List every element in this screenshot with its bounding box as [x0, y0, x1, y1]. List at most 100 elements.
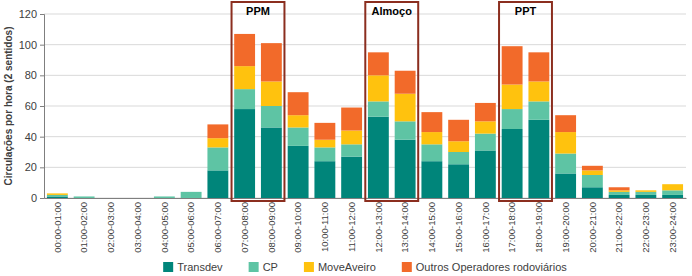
tick-label: 11:00-12:00	[346, 202, 357, 252]
bar-segment	[635, 192, 656, 195]
legend-item: CP	[249, 261, 278, 273]
bar-segment	[368, 52, 389, 75]
bar-segment	[582, 187, 603, 198]
tick: 14:00-15:00	[426, 198, 437, 253]
bar-segment	[47, 195, 68, 197]
tick-mark	[40, 167, 44, 168]
legend-label: MoveAveiro	[318, 261, 376, 273]
bar-segment	[582, 175, 603, 187]
legend-label: Outros Operadores rodoviários	[416, 261, 568, 273]
tick-mark	[40, 198, 44, 199]
bar-segment	[341, 108, 362, 131]
tick: 15:00-16:00	[453, 198, 464, 253]
bar-segment	[448, 120, 469, 141]
bar-segment	[341, 131, 362, 145]
bar-segment	[635, 190, 656, 192]
bar-segment	[582, 166, 603, 171]
tick: 11:00-12:00	[346, 198, 357, 252]
tick-label: 100	[19, 39, 37, 51]
tick: 22:00-23:00	[640, 198, 651, 253]
tick: 00:00-01:00	[52, 198, 63, 253]
tick: 01:00-02:00	[78, 198, 89, 253]
bar-segment	[100, 198, 121, 199]
tick: 10:00-11:00	[319, 198, 330, 252]
bar-segment	[368, 75, 389, 101]
legend-label: Transdev	[177, 261, 223, 273]
tick-label: 19:00-20:00	[560, 202, 571, 253]
bar-segment	[181, 191, 202, 192]
tick-label: 21:00-22:00	[613, 202, 624, 253]
bar-segment	[395, 140, 416, 198]
bar-segment	[234, 109, 255, 198]
bar-segment	[288, 146, 309, 198]
bar-segment	[555, 173, 576, 198]
legend-swatch	[402, 262, 412, 272]
legend: Transdev CP MoveAveiro Outros Operadores ro…	[163, 261, 567, 273]
tick: 20	[25, 161, 44, 173]
tick-label: 09:00-10:00	[292, 202, 303, 253]
annotation-label: PPM	[246, 5, 270, 17]
tick-label: 07:00-08:00	[239, 202, 250, 253]
bar-segment	[74, 196, 95, 198]
legend-label: CP	[263, 261, 278, 273]
bar-segment	[207, 138, 228, 147]
bar-segment	[47, 196, 68, 198]
tick-label: 10:00-11:00	[319, 202, 330, 252]
bar-segment	[502, 129, 523, 198]
tick: 13:00-14:00	[399, 198, 410, 253]
tick: 80	[25, 69, 44, 81]
bar-segment	[181, 192, 202, 198]
tick: 18:00-19:00	[533, 198, 544, 253]
x-axis: 00:00-01:0001:00-02:0002:00-03:0003:00-0…	[45, 198, 687, 253]
bar-segment	[395, 71, 416, 94]
legend-item: MoveAveiro	[304, 261, 376, 273]
bar-segment	[475, 103, 496, 121]
bar-segment	[127, 198, 148, 199]
bar-segment	[341, 144, 362, 156]
legend-swatch	[304, 262, 314, 272]
bar-segment	[662, 184, 683, 190]
tick: 120	[19, 8, 44, 20]
tick-label: 23:00-24:00	[667, 202, 678, 253]
tick-label: 20	[25, 161, 37, 173]
bar-segment	[635, 195, 656, 198]
tick-mark	[40, 45, 44, 46]
bar-segment	[261, 127, 282, 198]
tick-label: 60	[25, 100, 37, 112]
bar-segment	[555, 154, 576, 174]
tick-label: 18:00-19:00	[533, 202, 544, 253]
bar-segment	[448, 141, 469, 152]
bar-segment	[154, 196, 175, 198]
tick: 08:00-09:00	[266, 198, 277, 253]
bar-segment	[154, 196, 175, 197]
legend-item: Transdev	[163, 261, 223, 273]
tick-label: 20:00-21:00	[587, 202, 598, 253]
bar-segment	[502, 109, 523, 129]
tick-label: 14:00-15:00	[426, 202, 437, 253]
bar-segment	[74, 196, 95, 197]
bar-segment	[582, 170, 603, 175]
tick: 16:00-17:00	[480, 198, 491, 253]
tick-label: 80	[25, 69, 37, 81]
bar-segment	[475, 134, 496, 151]
bar-segment	[421, 112, 442, 132]
bar-segment	[421, 161, 442, 198]
tick-label: 02:00-03:00	[105, 202, 116, 253]
legend-item: Outros Operadores rodoviários	[402, 261, 568, 273]
bar-segment	[609, 187, 630, 190]
tick: 23:00-24:00	[667, 198, 678, 253]
bar-segment	[207, 170, 228, 198]
tick: 100	[19, 39, 44, 51]
bar-segment	[154, 196, 175, 197]
legend-swatch	[249, 262, 259, 272]
tick: 19:00-20:00	[560, 198, 571, 253]
bar-segment	[234, 66, 255, 89]
bar-segment	[100, 198, 121, 199]
annotations: PPMAlmoçoPPT	[232, 2, 552, 201]
bar-segment	[127, 198, 148, 199]
bar-segment	[207, 124, 228, 138]
tick: 07:00-08:00	[239, 198, 250, 253]
tick-label: 04:00-05:00	[159, 202, 170, 253]
bar-segment	[528, 120, 549, 198]
bar-segment	[47, 193, 68, 195]
